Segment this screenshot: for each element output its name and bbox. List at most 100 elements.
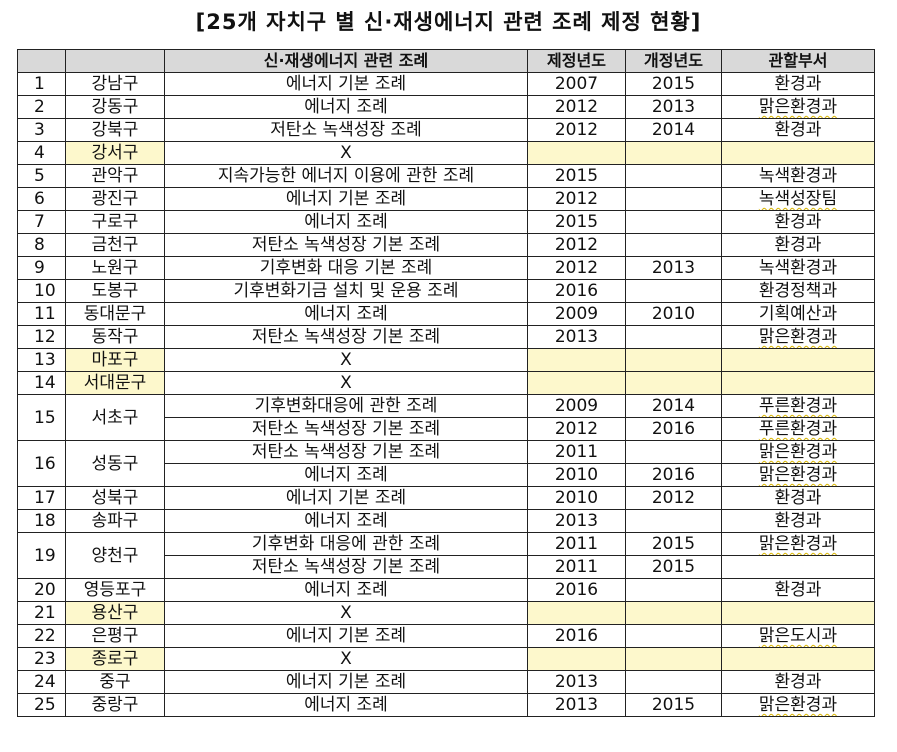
row-number-cell: 10 <box>17 279 66 303</box>
department-cell <box>721 141 875 165</box>
department-cell <box>721 647 875 671</box>
table-row: 20 영등포구 에너지 조례 2016 환경과 <box>17 578 875 602</box>
department-cell: 환경과 <box>721 72 875 96</box>
ordinance-cell: 에너지 조례 <box>164 509 528 533</box>
row-number-cell: 5 <box>17 164 66 188</box>
enacted-year-cell: 2012 <box>527 233 626 257</box>
row-number-cell: 15 <box>17 394 66 441</box>
row-number-cell: 9 <box>17 256 66 280</box>
ordinance-cell: 기후변화 대응 기본 조례 <box>164 256 528 280</box>
table-row: 10 도봉구 기후변화기금 설치 및 운용 조례 2016 환경정책과 <box>17 279 875 303</box>
enacted-year-cell <box>527 601 626 625</box>
table-row: 9 노원구 기후변화 대응 기본 조례 2012 2013 녹색환경과 <box>17 256 875 280</box>
district-cell: 서초구 <box>65 394 165 441</box>
revised-year-cell <box>625 647 722 671</box>
district-cell: 마포구 <box>65 348 165 372</box>
district-cell: 은평구 <box>65 624 165 648</box>
table-row: 2 강동구 에너지 조례 2012 2013 맑은환경과 <box>17 95 875 119</box>
ordinance-cell: X <box>164 141 528 165</box>
ordinance-cell: X <box>164 601 528 625</box>
department-cell: 환경과 <box>721 509 875 533</box>
district-cell: 강서구 <box>65 141 165 165</box>
department-cell: 맑은환경과 <box>721 693 875 717</box>
department-cell: 푸른환경과 <box>721 417 875 441</box>
enacted-year-cell: 2009 <box>527 394 626 418</box>
revised-year-cell: 2015 <box>625 532 722 556</box>
table-body: 1 강남구 에너지 기본 조례 2007 2015 환경과 2 강동구 에너지 조례 2012 20… <box>17 72 875 717</box>
table-row: 1 강남구 에너지 기본 조례 2007 2015 환경과 <box>17 72 875 96</box>
district-cell: 강동구 <box>65 95 165 119</box>
department-cell: 맑은도시과 <box>721 624 875 648</box>
department-cell <box>721 601 875 625</box>
revised-year-cell: 2015 <box>625 693 722 717</box>
district-cell: 양천구 <box>65 532 165 579</box>
row-number-cell: 22 <box>17 624 66 648</box>
enacted-year-cell: 2016 <box>527 624 626 648</box>
district-cell: 성동구 <box>65 440 165 487</box>
district-cell: 관악구 <box>65 164 165 188</box>
ordinance-cell: X <box>164 371 528 395</box>
department-cell: 녹색성장팀 <box>721 187 875 211</box>
ordinance-cell: 저탄소 녹색성장 기본 조례 <box>164 555 528 579</box>
ordinance-cell: 에너지 조례 <box>164 210 528 234</box>
district-cell: 도봉구 <box>65 279 165 303</box>
ordinance-cell: X <box>164 348 528 372</box>
revised-year-cell <box>625 210 722 234</box>
row-number-cell: 7 <box>17 210 66 234</box>
department-cell: 환경과 <box>721 233 875 257</box>
district-cell: 강북구 <box>65 118 165 142</box>
revised-year-cell <box>625 187 722 211</box>
row-number-cell: 18 <box>17 509 66 533</box>
table-row: 5 관악구 지속가능한 에너지 이용에 관한 조례 2015 녹색환경과 <box>17 164 875 188</box>
enacted-year-cell <box>527 647 626 671</box>
revised-year-cell: 2014 <box>625 394 722 418</box>
ordinance-cell: 에너지 기본 조례 <box>164 187 528 211</box>
district-cell: 노원구 <box>65 256 165 280</box>
table-row: 23 종로구 X <box>17 647 875 671</box>
enacted-year-cell: 2015 <box>527 164 626 188</box>
enacted-year-cell <box>527 141 626 165</box>
revised-year-cell <box>625 141 722 165</box>
enacted-year-cell: 2013 <box>527 693 626 717</box>
ordinance-cell: 기후변화대응에 관한 조례 <box>164 394 528 418</box>
department-cell <box>721 555 875 579</box>
enacted-year-cell: 2012 <box>527 256 626 280</box>
table-row: 19 양천구 기후변화 대응에 관한 조례 2011 2015 맑은환경과 <box>17 532 875 579</box>
table-row: 24 중구 에너지 기본 조례 2013 환경과 <box>17 670 875 694</box>
table-row: 22 은평구 에너지 기본 조례 2016 맑은도시과 <box>17 624 875 648</box>
ordinance-cell: 에너지 기본 조례 <box>164 72 528 96</box>
enacted-year-cell: 2011 <box>527 555 626 579</box>
district-cell: 강남구 <box>65 72 165 96</box>
row-number-cell: 13 <box>17 348 66 372</box>
revised-year-cell <box>625 578 722 602</box>
ordinance-cell: 지속가능한 에너지 이용에 관한 조례 <box>164 164 528 188</box>
department-cell: 환경과 <box>721 210 875 234</box>
enacted-year-cell: 2011 <box>527 440 626 464</box>
row-number-cell: 24 <box>17 670 66 694</box>
enacted-year-cell <box>527 371 626 395</box>
ordinance-cell: 에너지 조례 <box>164 578 528 602</box>
department-cell: 맑은환경과 <box>721 532 875 556</box>
row-number-cell: 12 <box>17 325 66 349</box>
table-row: 16 성동구 저탄소 녹색성장 기본 조례 2011 맑은환경과 <box>17 440 875 487</box>
row-number-cell: 16 <box>17 440 66 487</box>
revised-year-cell <box>625 164 722 188</box>
ordinance-cell: 에너지 조례 <box>164 463 528 487</box>
enacted-year-cell: 2012 <box>527 187 626 211</box>
department-cell: 녹색환경과 <box>721 256 875 280</box>
revised-year-cell: 2014 <box>625 118 722 142</box>
department-cell: 환경정책과 <box>721 279 875 303</box>
table-row: 11 동대문구 에너지 조례 2009 2010 기획예산과 <box>17 302 875 326</box>
row-number-cell: 1 <box>17 72 66 96</box>
revised-year-cell <box>625 233 722 257</box>
revised-year-cell <box>625 279 722 303</box>
ordinance-cell: 저탄소 녹색성장 기본 조례 <box>164 233 528 257</box>
department-cell: 푸른환경과 <box>721 394 875 418</box>
enacted-year-cell: 2010 <box>527 463 626 487</box>
ordinance-cell: 에너지 조례 <box>164 302 528 326</box>
ordinance-cell: 기후변화기금 설치 및 운용 조례 <box>164 279 528 303</box>
row-number-cell: 14 <box>17 371 66 395</box>
row-number-cell: 25 <box>17 693 66 717</box>
ordinance-cell: 에너지 조례 <box>164 693 528 717</box>
revised-year-cell: 2012 <box>625 486 722 510</box>
